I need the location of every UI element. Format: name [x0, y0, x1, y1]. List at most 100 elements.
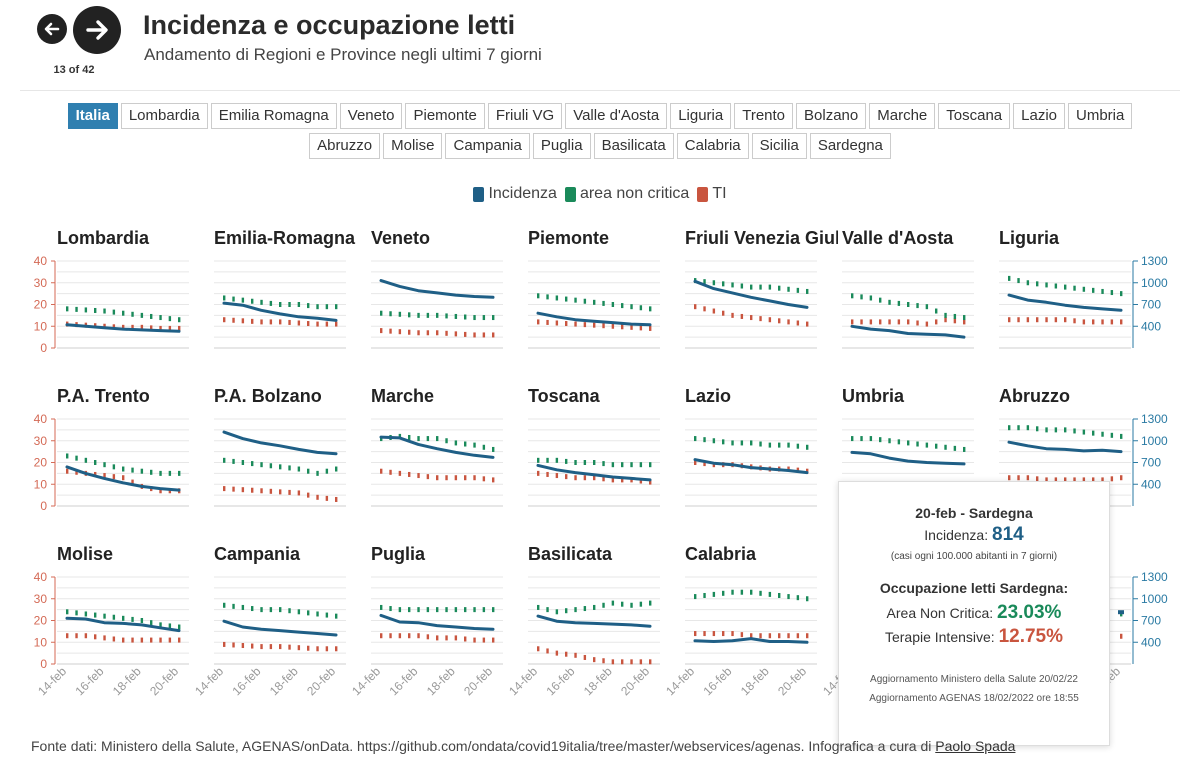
- tooltip: 20-feb - Sardegna Incidenza: 814 (casi o…: [838, 481, 1110, 746]
- noncritical-point: [325, 612, 329, 618]
- noncritical-point: [94, 307, 97, 313]
- legend: Incidenza area non critica TI: [0, 185, 1200, 203]
- incidence-line: [222, 301, 338, 322]
- x-axis-tick-label: 14-feb: [663, 664, 697, 698]
- panel-title-friuli-venezia-giulia: Friuli Venezia Giulia: [685, 228, 856, 248]
- noncritical-point: [787, 442, 790, 448]
- region-button-puglia[interactable]: Puglia: [532, 133, 591, 159]
- region-button-abruzzo[interactable]: Abruzzo: [309, 133, 381, 159]
- noncritical-point: [232, 296, 235, 302]
- icu-point: [537, 470, 540, 476]
- region-button-sardegna[interactable]: Sardegna: [809, 133, 891, 159]
- incidence-line: [379, 613, 495, 631]
- incidence-line: [850, 450, 966, 466]
- legend-label: TI: [712, 185, 727, 202]
- icu-point: [112, 636, 116, 642]
- region-button-toscana[interactable]: Toscana: [938, 103, 1011, 129]
- noncritical-point: [241, 460, 245, 465]
- tooltip-icu-value: 12.75%: [998, 626, 1064, 647]
- region-button-lombardia[interactable]: Lombardia: [120, 103, 208, 129]
- region-button-friuli-vg[interactable]: Friuli VG: [487, 103, 563, 129]
- noncritical-point: [223, 295, 226, 301]
- noncritical-point: [454, 607, 458, 613]
- region-button-calabria[interactable]: Calabria: [676, 133, 749, 159]
- region-button-marche[interactable]: Marche: [869, 103, 936, 129]
- noncritical-point: [630, 602, 633, 608]
- region-button-sicilia[interactable]: Sicilia: [751, 133, 807, 159]
- region-button-valle-d-aosta[interactable]: Valle d'Aosta: [565, 103, 668, 129]
- icu-point: [131, 324, 134, 330]
- region-button-basilicata[interactable]: Basilicata: [593, 133, 674, 159]
- noncritical-point: [703, 592, 706, 598]
- icu-point: [602, 658, 605, 664]
- region-button-piemonte[interactable]: Piemonte: [405, 103, 485, 129]
- icu-point: [251, 487, 254, 493]
- region-button-campania[interactable]: Campania: [445, 133, 530, 159]
- noncritical-point: [593, 299, 596, 305]
- region-button-lazio[interactable]: Lazio: [1013, 103, 1065, 129]
- icu-point: [639, 659, 643, 665]
- panel-title-piemonte: Piemonte: [528, 228, 609, 248]
- previous-button[interactable]: [37, 14, 67, 44]
- noncritical-point: [307, 610, 310, 616]
- noncritical-point: [325, 468, 329, 474]
- icu-point: [473, 332, 476, 338]
- noncritical-point: [335, 613, 338, 619]
- region-button-molise[interactable]: Molise: [383, 133, 443, 159]
- region-button-veneto[interactable]: Veneto: [339, 103, 403, 129]
- panel-title-emilia-romagna: Emilia-Romagna: [214, 228, 356, 248]
- icu-point: [279, 489, 282, 495]
- region-button-trento[interactable]: Trento: [734, 103, 794, 129]
- icu-point: [778, 318, 781, 324]
- next-button[interactable]: [73, 6, 121, 54]
- region-button-liguria[interactable]: Liguria: [670, 103, 732, 129]
- noncritical-point: [131, 467, 134, 473]
- incidence-line: [222, 430, 338, 456]
- icu-point: [464, 636, 467, 642]
- panel-title-liguria: Liguria: [999, 228, 1060, 248]
- icu-point: [806, 633, 809, 639]
- arrow-left-icon: [44, 22, 60, 36]
- noncritical-point: [398, 433, 402, 439]
- author-link[interactable]: Paolo Spada: [935, 738, 1016, 754]
- icu-point: [316, 321, 319, 327]
- noncritical-point: [335, 466, 338, 472]
- region-button-umbria[interactable]: Umbria: [1068, 103, 1133, 129]
- incidence-line: [693, 637, 809, 644]
- noncritical-point: [168, 470, 172, 476]
- icu-point: [297, 490, 301, 496]
- region-button-bolzano[interactable]: Bolzano: [796, 103, 867, 129]
- icu-point: [66, 468, 69, 474]
- noncritical-point: [546, 607, 549, 613]
- icu-point: [297, 645, 301, 651]
- region-button-emilia-romagna[interactable]: Emilia Romagna: [210, 103, 337, 129]
- icu-point: [1045, 317, 1048, 323]
- incidence-line: [1007, 440, 1123, 454]
- x-axis-tick-label: 16-feb: [229, 664, 263, 698]
- icu-point: [787, 633, 790, 639]
- noncritical-point: [260, 607, 263, 613]
- noncritical-point: [122, 310, 125, 316]
- region-button-row: Italia Lombardia Emilia Romagna Veneto Piemo…: [0, 103, 1200, 129]
- noncritical-point: [888, 438, 891, 444]
- region-button-italia[interactable]: Italia: [67, 103, 118, 129]
- noncritical-point: [787, 594, 790, 600]
- icu-point: [1110, 476, 1114, 482]
- icu-point: [1101, 319, 1104, 325]
- left-axis-tick-label: 40: [34, 412, 48, 426]
- icu-point: [1008, 475, 1011, 481]
- noncritical-point: [66, 453, 69, 459]
- icu-point: [380, 633, 383, 639]
- noncritical-point: [316, 304, 319, 310]
- noncritical-point: [417, 607, 420, 613]
- page-subtitle: Andamento di Regioni e Province negli ul…: [144, 45, 542, 64]
- noncritical-point: [778, 442, 781, 448]
- x-axis-tick-label: 14-feb: [506, 664, 540, 698]
- incidence-line: [850, 324, 966, 339]
- icu-point: [445, 330, 448, 336]
- noncritical-point: [897, 300, 901, 306]
- incidence-point: [1118, 610, 1124, 615]
- panel-title-lazio: Lazio: [685, 386, 731, 406]
- noncritical-point: [389, 606, 392, 612]
- left-axis-tick-label: 10: [34, 319, 48, 333]
